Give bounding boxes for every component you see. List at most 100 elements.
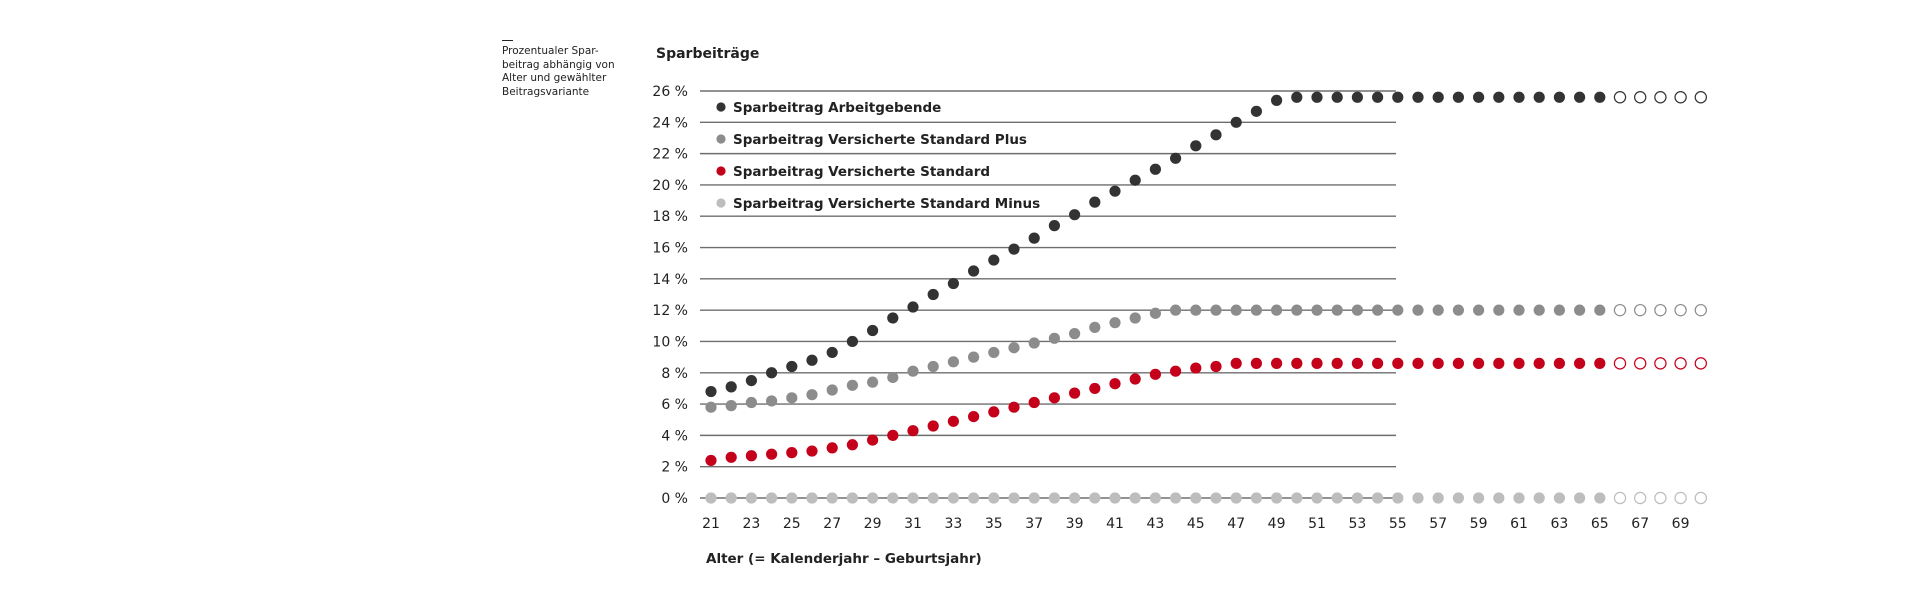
y-tick-label: 12 % bbox=[652, 303, 688, 319]
data-point bbox=[988, 346, 1000, 359]
data-point bbox=[1533, 357, 1545, 369]
y-tick-label: 24 % bbox=[652, 115, 688, 131]
data-point bbox=[1028, 492, 1040, 504]
data-point bbox=[1633, 357, 1647, 370]
data-point bbox=[725, 400, 737, 412]
data-point bbox=[1553, 492, 1565, 504]
data-point bbox=[1493, 492, 1505, 504]
data-point bbox=[1250, 304, 1262, 316]
data-point bbox=[705, 454, 717, 467]
data-point bbox=[1493, 357, 1505, 369]
y-tick-label: 2 % bbox=[661, 460, 688, 476]
data-point bbox=[1392, 357, 1404, 369]
data-point bbox=[1613, 491, 1627, 505]
data-point bbox=[907, 365, 919, 377]
side-note-line: Alter und gewählter bbox=[502, 72, 607, 84]
data-point bbox=[1331, 492, 1343, 504]
data-point bbox=[1533, 304, 1545, 316]
data-point bbox=[968, 411, 980, 423]
data-point bbox=[1594, 91, 1606, 103]
data-point bbox=[1331, 304, 1343, 316]
side-note-dash bbox=[502, 40, 513, 41]
series-2 bbox=[705, 303, 1708, 413]
series-3 bbox=[705, 357, 1708, 467]
data-point bbox=[1452, 357, 1464, 369]
data-point bbox=[968, 351, 980, 363]
data-point bbox=[1271, 357, 1283, 369]
data-point bbox=[1291, 492, 1303, 504]
x-tick-label: 21 bbox=[702, 516, 720, 532]
data-point bbox=[1311, 304, 1323, 316]
data-point bbox=[1048, 332, 1060, 344]
data-point bbox=[1271, 492, 1283, 504]
data-point bbox=[1048, 220, 1060, 232]
data-point bbox=[1674, 491, 1687, 505]
data-point bbox=[1291, 304, 1303, 316]
data-point bbox=[1493, 304, 1505, 316]
side-note-line: Beitragsvariante bbox=[502, 85, 590, 98]
data-point bbox=[1190, 492, 1202, 504]
data-point bbox=[927, 360, 939, 373]
data-point bbox=[1048, 492, 1060, 504]
x-tick-label: 53 bbox=[1348, 516, 1366, 532]
data-point bbox=[1271, 304, 1283, 316]
y-tick-label: 10 % bbox=[652, 334, 688, 350]
data-point bbox=[766, 367, 778, 379]
legend-marker bbox=[716, 102, 726, 112]
data-point bbox=[887, 371, 899, 384]
side-note-line: beitrag abhängig von bbox=[502, 58, 615, 71]
data-point bbox=[1432, 357, 1444, 369]
side-note-line: Prozentualer Spar- bbox=[502, 45, 599, 57]
data-point bbox=[806, 389, 818, 401]
data-point bbox=[1291, 357, 1303, 369]
data-point bbox=[1230, 492, 1242, 504]
data-point bbox=[745, 396, 758, 409]
data-point bbox=[1674, 357, 1687, 370]
data-point bbox=[1089, 492, 1101, 504]
data-point bbox=[1048, 392, 1060, 404]
data-point bbox=[1533, 91, 1545, 103]
data-point bbox=[846, 379, 859, 391]
x-tick-label: 45 bbox=[1187, 516, 1205, 532]
data-point bbox=[1432, 492, 1444, 504]
data-point bbox=[725, 381, 737, 393]
data-point bbox=[927, 420, 939, 432]
x-tick-label: 59 bbox=[1470, 516, 1488, 532]
x-tick-label: 61 bbox=[1510, 516, 1528, 532]
data-point bbox=[1613, 303, 1627, 317]
data-point bbox=[1432, 91, 1444, 103]
data-point bbox=[745, 492, 758, 504]
data-point bbox=[1513, 91, 1525, 103]
data-point bbox=[1311, 492, 1323, 504]
x-tick-label: 49 bbox=[1268, 516, 1286, 532]
data-point bbox=[1432, 304, 1444, 316]
x-tick-label: 27 bbox=[823, 516, 841, 532]
data-point bbox=[887, 429, 899, 441]
data-point bbox=[887, 312, 899, 324]
data-point bbox=[1028, 337, 1040, 349]
data-point bbox=[1109, 185, 1121, 197]
data-point bbox=[705, 385, 717, 398]
data-point bbox=[1392, 304, 1404, 316]
data-point bbox=[907, 492, 919, 504]
x-axis-label: Alter (= Kalenderjahr – Geburtsjahr) bbox=[706, 551, 982, 567]
x-tick-label: 25 bbox=[783, 516, 801, 532]
y-tick-label: 26 % bbox=[652, 84, 688, 100]
x-tick-label: 31 bbox=[904, 516, 922, 532]
y-tick-label: 8 % bbox=[661, 366, 688, 382]
data-point bbox=[1613, 357, 1627, 370]
data-point bbox=[1230, 116, 1242, 128]
data-point bbox=[1412, 492, 1424, 504]
data-point bbox=[1633, 303, 1647, 317]
data-point bbox=[1230, 357, 1242, 369]
data-point bbox=[1331, 91, 1343, 103]
data-point bbox=[1674, 303, 1687, 317]
y-tick-label: 22 % bbox=[652, 147, 688, 163]
x-tick-label: 63 bbox=[1550, 516, 1568, 532]
y-tick-label: 4 % bbox=[661, 428, 688, 444]
data-point bbox=[1149, 368, 1161, 380]
data-point bbox=[1351, 304, 1363, 316]
data-point bbox=[1008, 243, 1020, 255]
data-point bbox=[1513, 492, 1525, 504]
data-point bbox=[1594, 304, 1606, 316]
